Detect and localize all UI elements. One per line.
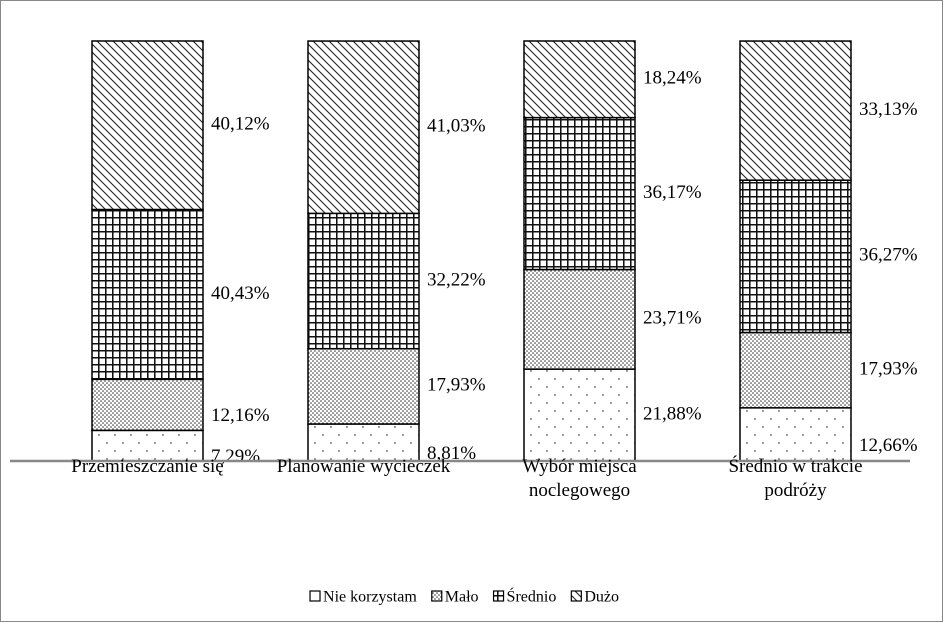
legend-label: Średnio [507, 587, 557, 606]
bar-segment [91, 40, 204, 211]
data-label: 23,71% [643, 308, 702, 329]
bar-segment [307, 347, 420, 425]
data-label: 41,03% [427, 116, 486, 137]
data-label: 40,43% [211, 283, 270, 304]
bar-segment [739, 407, 852, 462]
x-tick-label: Przemieszczanie się [71, 456, 224, 477]
data-label: 18,24% [643, 68, 702, 89]
bar-segment [739, 331, 852, 409]
data-label: 17,93% [427, 375, 486, 396]
legend-swatch [309, 590, 321, 602]
data-label: 12,16% [211, 405, 270, 426]
legend-swatch [492, 590, 505, 602]
data-label: 8,81% [427, 443, 476, 464]
bar-segment [307, 40, 420, 215]
legend-label: Nie korzystam [323, 589, 417, 606]
legend-label: Mało [445, 589, 479, 606]
data-label: 17,93% [859, 359, 918, 380]
bar-segment [91, 378, 204, 432]
data-label: 36,17% [643, 182, 702, 203]
bar-segment [523, 40, 636, 119]
x-tick-label: Średnio w trakcie podróży [728, 456, 863, 501]
bar-segment [523, 368, 636, 462]
bar-segment [307, 212, 420, 350]
data-label: 21,88% [643, 403, 702, 424]
x-tick-label: Wybór miejsca noclegowego [522, 456, 637, 501]
data-label: 40,12% [211, 114, 270, 135]
bar-segment [523, 116, 636, 271]
bar-segment [91, 208, 204, 381]
data-label: 36,27% [859, 245, 918, 266]
bar-segment [91, 429, 204, 462]
legend-label: Dużo [584, 589, 619, 606]
bar-segment [739, 40, 852, 181]
legend-swatch [570, 590, 582, 602]
legend-swatch [431, 590, 443, 602]
bar-segment [523, 268, 636, 370]
x-tick-label: Planowanie wycieczek [276, 456, 451, 477]
bar-segment [307, 423, 420, 462]
bar-segment [739, 179, 852, 334]
data-label: 12,66% [859, 435, 918, 456]
data-label: 32,22% [427, 269, 486, 290]
data-label: 33,13% [859, 99, 918, 120]
